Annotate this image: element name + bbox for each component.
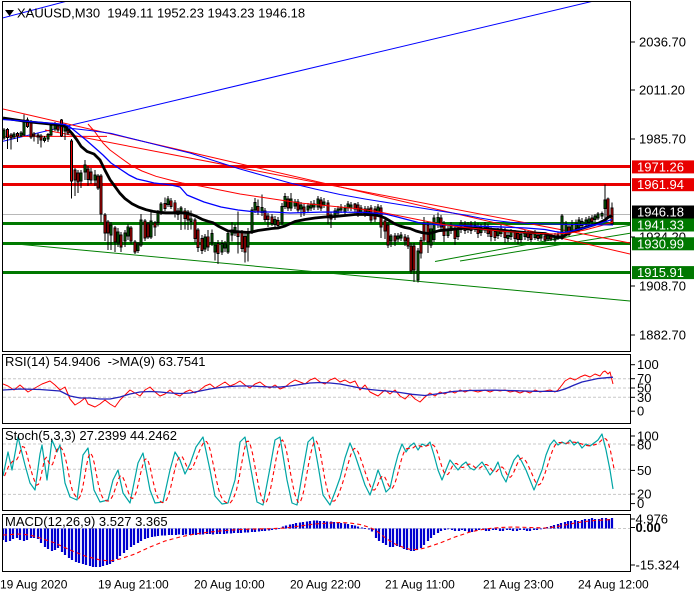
svg-text:50: 50 (637, 463, 651, 478)
svg-text:1946.18: 1946.18 (637, 205, 684, 220)
svg-text:2011.20: 2011.20 (639, 83, 685, 98)
svg-text:RSI(14) 54.9406 ->MA(9) 63.75: RSI(14) 54.9406 ->MA(9) 63.7541 (5, 354, 206, 369)
svg-text:-15.324: -15.324 (636, 558, 680, 573)
svg-text:Stoch(5,3,3) 27.2399 44.2462: Stoch(5,3,3) 27.2399 44.2462 (5, 428, 177, 443)
svg-text:20: 20 (637, 487, 651, 502)
svg-text:1930.99: 1930.99 (637, 236, 684, 251)
svg-text:0: 0 (637, 404, 644, 419)
svg-text:0: 0 (637, 496, 644, 511)
svg-text:19 Aug 21:00: 19 Aug 21:00 (98, 578, 169, 592)
svg-text:2036.70: 2036.70 (639, 35, 686, 50)
svg-text:1971.26: 1971.26 (637, 159, 684, 174)
svg-text:0.00: 0.00 (636, 520, 661, 535)
svg-text:20 Aug 10:00: 20 Aug 10:00 (194, 578, 265, 592)
svg-text:1908.70: 1908.70 (639, 279, 686, 294)
svg-text:1985.70: 1985.70 (639, 132, 686, 147)
svg-text:100: 100 (637, 429, 659, 444)
svg-text:21 Aug 11:00: 21 Aug 11:00 (385, 578, 455, 592)
svg-text:1941.33: 1941.33 (637, 218, 684, 233)
svg-text:80: 80 (637, 438, 651, 453)
svg-text:1915.91: 1915.91 (637, 265, 684, 280)
svg-text:30: 30 (637, 390, 651, 405)
svg-text:20 Aug 22:00: 20 Aug 22:00 (290, 578, 361, 592)
svg-text:19 Aug 2020: 19 Aug 2020 (0, 578, 68, 592)
svg-text:1882.70: 1882.70 (639, 328, 686, 343)
svg-text:70: 70 (637, 371, 651, 386)
svg-text:XAUUSD,M30 1949.11 1952.23 19: XAUUSD,M30 1949.11 1952.23 1943.23 1946.… (17, 6, 305, 21)
svg-text:4.976: 4.976 (636, 512, 669, 527)
svg-text:21 Aug 23:00: 21 Aug 23:00 (483, 578, 554, 592)
svg-text:MACD(12,26,9) 3.527 3.365: MACD(12,26,9) 3.527 3.365 (5, 514, 168, 529)
svg-text:24 Aug 12:00: 24 Aug 12:00 (578, 578, 649, 592)
svg-text:50: 50 (637, 381, 651, 396)
svg-text:100: 100 (637, 357, 659, 372)
svg-text:1961.94: 1961.94 (637, 177, 684, 192)
